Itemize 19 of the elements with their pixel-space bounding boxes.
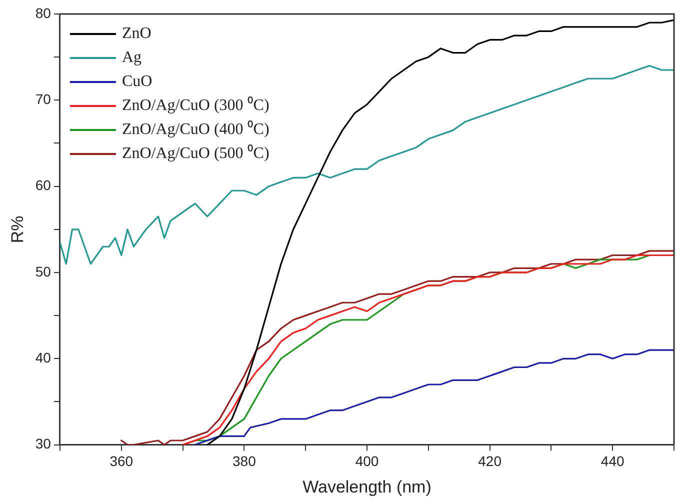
x-axis-title: Wavelength (nm) — [302, 477, 432, 496]
x-tick-label: 380 — [232, 453, 256, 470]
x-tick-label: 420 — [478, 453, 502, 470]
y-tick-label: 80 — [35, 4, 52, 21]
y-tick-label: 30 — [35, 436, 52, 452]
legend-label: ZnO — [122, 25, 152, 42]
y-tick-label: 60 — [35, 177, 52, 194]
x-tick-label: 440 — [600, 453, 624, 470]
y-tick-label: 40 — [35, 350, 52, 366]
legend-label: ZnO/Ag/CuO (300 ⁰C) — [122, 96, 270, 114]
y-tick-label: 70 — [35, 91, 52, 108]
y-tick-label: 50 — [35, 263, 52, 280]
x-tick-label: 360 — [110, 453, 134, 470]
legend-label: CuO — [122, 73, 152, 90]
x-tick-label: 400 — [355, 453, 379, 470]
legend-label: ZnO/Ag/CuO (400 ⁰C) — [122, 120, 270, 138]
legend-label: Ag — [122, 49, 142, 66]
legend-label: ZnO/Ag/CuO (500 ⁰C) — [122, 144, 270, 162]
y-axis-title: R% — [8, 216, 27, 244]
